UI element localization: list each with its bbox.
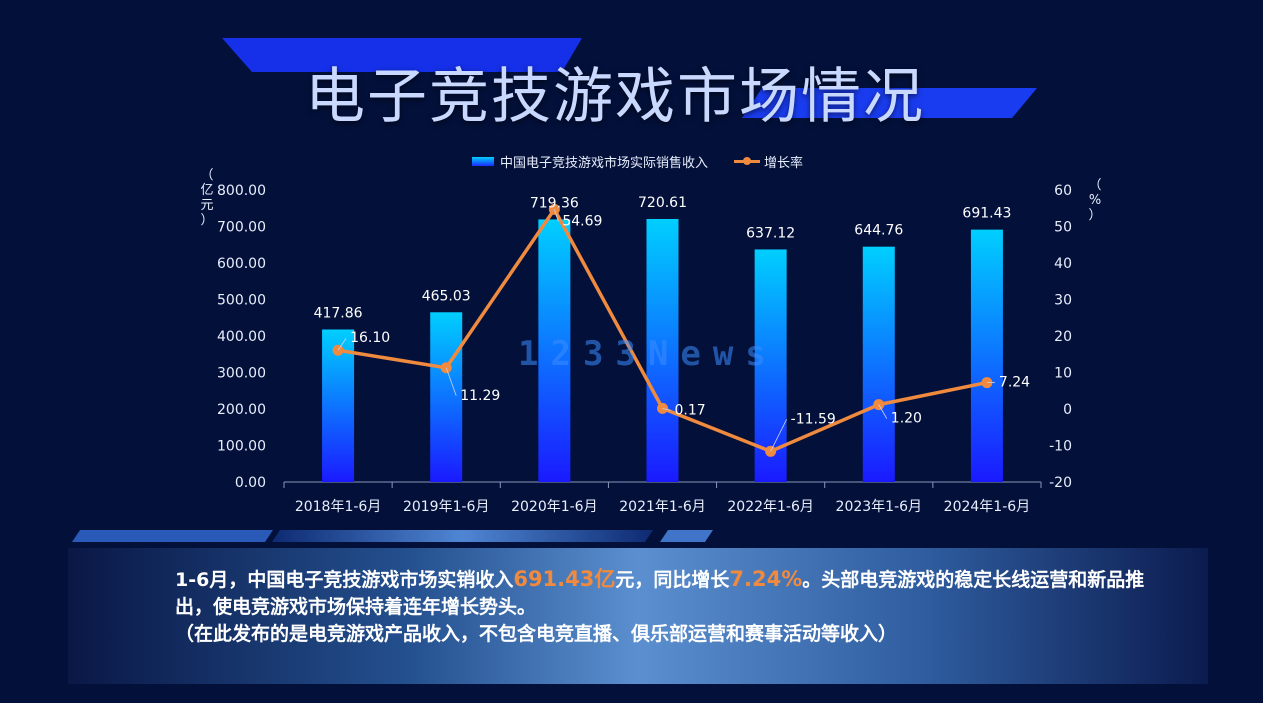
left-axis-unit: （亿元） — [200, 168, 214, 228]
y-left-tick-label: 0.00 — [235, 475, 266, 491]
y-right-tick-label: 60 — [1054, 183, 1072, 199]
growth-value-label: -11.59 — [791, 411, 836, 427]
growth-value-label: 7.24 — [999, 375, 1030, 391]
growth-label-leader — [445, 367, 457, 396]
y-left-tick-label: 500.00 — [217, 293, 266, 309]
y-right-tick-label: 10 — [1054, 366, 1072, 382]
bar-value-label: 644.76 — [854, 223, 903, 239]
bar — [430, 312, 463, 482]
y-left-tick-label: 700.00 — [217, 220, 266, 236]
decor-band — [72, 530, 713, 542]
x-tick-label: 2018年1-6月 — [295, 499, 382, 515]
legend-line-label: 增长率 — [764, 155, 804, 171]
summary-part-1: 1-6月，中国电子竞技游戏市场实销收入 — [175, 569, 514, 591]
legend-line-swatch — [734, 156, 761, 166]
growth-value-label: 16.10 — [350, 330, 390, 346]
info-panel — [68, 548, 1208, 684]
y-left-tick-label: 800.00 — [217, 183, 266, 199]
y-right-tick-label: 30 — [1054, 293, 1072, 309]
growth-label-leader — [662, 407, 671, 411]
bar-value-label: 417.86 — [314, 305, 363, 321]
bar — [862, 246, 895, 482]
growth-value-label: 11.29 — [460, 388, 500, 404]
y-right-tick-label: 50 — [1054, 220, 1072, 236]
summary-part-2: 元，同比增长 — [615, 569, 730, 591]
chart-legend: 中国电子竞技游戏市场实际销售收入 增长率 — [472, 151, 803, 171]
growth-label-leader — [553, 209, 559, 222]
growth-label-leader — [878, 404, 888, 419]
growth-label-leader — [337, 338, 347, 351]
summary-highlight-growth: 7.24% — [729, 567, 803, 591]
y-right-tick-label: 0 — [1063, 402, 1072, 418]
summary-text: 1-6月，中国电子竞技游戏市场实销收入691.43亿元，同比增长7.24%。头部… — [175, 566, 1175, 648]
y-left-tick-label: 200.00 — [217, 402, 266, 418]
summary-note: （在此发布的是电竞游戏产品收入，不包含电竞直播、俱乐部运营和赛事活动等收入） — [175, 623, 898, 645]
x-tick-label: 2020年1-6月 — [511, 499, 598, 515]
x-tick-label: 2023年1-6月 — [836, 499, 923, 515]
bar — [538, 219, 571, 482]
legend-bar-label: 中国电子竞技游戏市场实际销售收入 — [500, 155, 709, 171]
title-banner-decoration — [222, 38, 1037, 118]
y-right-tick-label: 20 — [1054, 329, 1072, 345]
y-left-tick-label: 100.00 — [217, 439, 266, 455]
bar-value-label: 691.43 — [962, 206, 1011, 222]
bar-value-label: 720.61 — [638, 195, 687, 211]
growth-label-leader — [770, 419, 788, 452]
y-left-tick-label: 600.00 — [217, 256, 266, 272]
right-axis-unit: （%） — [1088, 178, 1102, 223]
x-tick-label: 2019年1-6月 — [403, 499, 490, 515]
bar-value-label: 465.03 — [422, 288, 471, 304]
growth-value-label: 1.20 — [891, 411, 922, 427]
growth-value-label: 0.17 — [675, 402, 706, 418]
bar — [970, 229, 1003, 482]
bar — [646, 218, 679, 482]
summary-highlight-revenue: 691.43亿 — [513, 567, 616, 591]
x-tick-label: 2022年1-6月 — [727, 499, 814, 515]
y-left-tick-label: 400.00 — [217, 329, 266, 345]
x-tick-label: 2021年1-6月 — [619, 499, 706, 515]
bar-value-label: 719.36 — [530, 195, 579, 211]
summary-part-3: 。头部电竞游戏的稳定长线运营和新品推出，使电竞游戏市场保持着连年增长势头。 — [175, 569, 1145, 618]
bar — [754, 249, 787, 482]
watermark: 1233News — [518, 334, 778, 374]
y-right-tick-label: 40 — [1054, 256, 1072, 272]
x-tick-label: 2024年1-6月 — [944, 499, 1031, 515]
y-left-tick-label: 300.00 — [217, 366, 266, 382]
legend-bar-swatch — [472, 156, 494, 166]
y-right-tick-label: -10 — [1049, 439, 1072, 455]
page-title: 电子竞技游戏市场情况 — [305, 62, 925, 132]
growth-value-label: 54.69 — [562, 213, 602, 229]
bar-value-label: 637.12 — [746, 225, 795, 241]
y-right-tick-label: -20 — [1049, 475, 1072, 491]
